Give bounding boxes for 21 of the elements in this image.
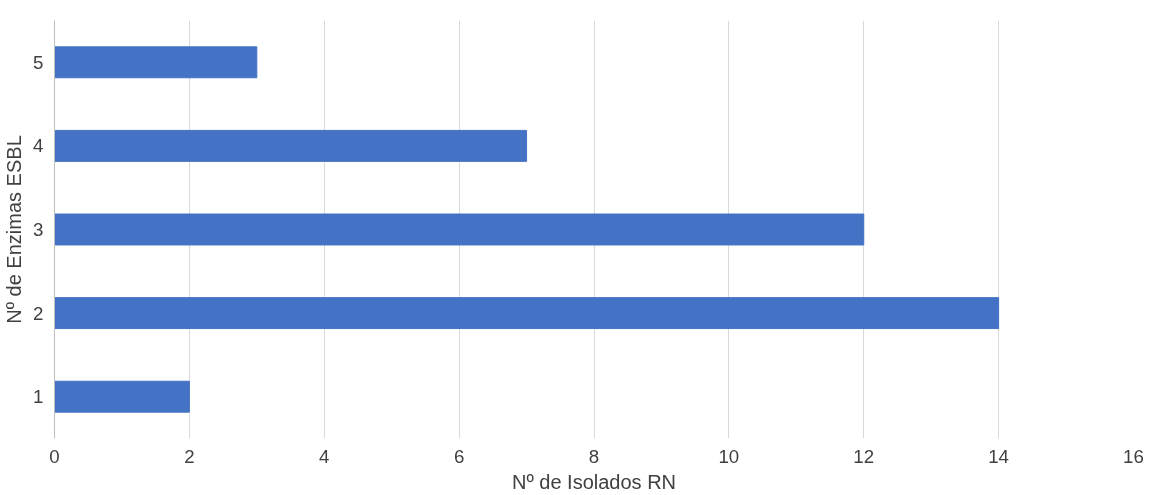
bar [54, 380, 190, 413]
x-tick-label: 10 [718, 445, 740, 467]
x-tick-label: 8 [588, 445, 600, 467]
y-tick-label: 2 [33, 302, 44, 324]
y-tick-label: 3 [33, 219, 44, 240]
x-tick-label: 12 [853, 445, 875, 467]
bar [54, 297, 1000, 330]
x-tick-label: 0 [49, 445, 60, 467]
x-tick-label: 4 [319, 445, 330, 467]
x-tick-label: 6 [453, 445, 465, 467]
x-axis-title: Nº de Isolados RN [511, 470, 677, 493]
y-tick-label: 5 [33, 51, 44, 73]
x-tick-label: 2 [184, 445, 195, 467]
x-tick-label: 16 [1123, 445, 1144, 467]
y-tick-label: 1 [33, 386, 44, 408]
y-tick-label: 4 [33, 135, 44, 157]
y-axis-title: Nº de Enzimas ESBL [3, 135, 26, 324]
bar [54, 213, 865, 246]
bar [54, 129, 528, 162]
x-tick-label: 14 [988, 445, 1010, 467]
bar [54, 46, 258, 79]
